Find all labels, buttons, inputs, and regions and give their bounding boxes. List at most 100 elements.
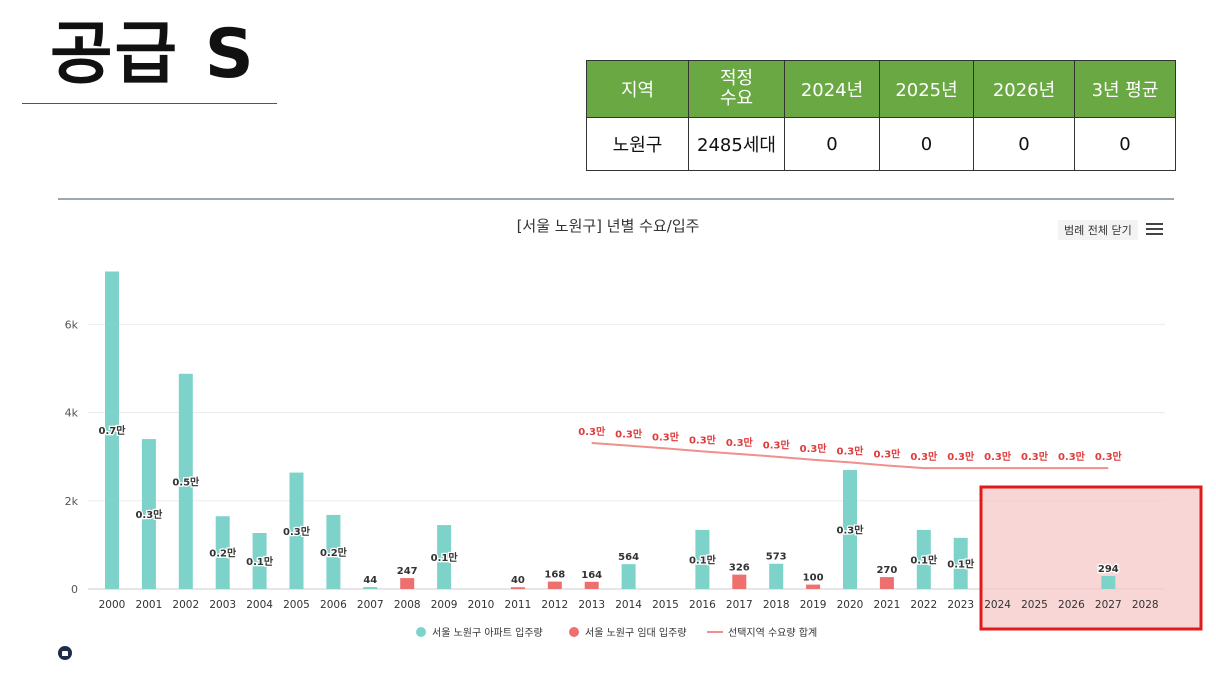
line-data-label: 0.3만: [763, 439, 791, 452]
x-tick-label: 2012: [541, 599, 568, 611]
header-2024: 2024년: [784, 60, 880, 118]
legend-toggle-button[interactable]: 범례 전체 닫기: [1058, 220, 1138, 240]
page-heading: 공급 S: [50, 15, 256, 94]
bar-data-label: 40: [511, 575, 525, 586]
chart-title: [서울 노원구] 년별 수요/입주: [516, 217, 700, 235]
x-tick-label: 2024: [984, 599, 1011, 611]
cell-2024: 0: [784, 117, 880, 171]
hamburger-menu-icon[interactable]: [1146, 223, 1163, 235]
supply-table: 지역 적정 수요 2024년 2025년 2026년 3년 평균 노원구 248…: [586, 60, 1176, 171]
bar-data-label: 168: [544, 570, 565, 581]
legend-marker-sale: [416, 627, 426, 637]
bar-data-label: 0.1만: [910, 553, 938, 566]
x-tick-label: 2017: [726, 599, 753, 611]
x-tick-label: 2019: [800, 599, 827, 611]
sale-bar: [141, 439, 156, 589]
header-demand: 적정 수요: [688, 60, 785, 118]
x-tick-label: 2006: [320, 599, 347, 611]
cell-3yr-avg: 0: [1074, 117, 1176, 171]
bar-data-label: 564: [618, 552, 639, 563]
x-tick-label: 2016: [689, 599, 716, 611]
x-tick-label: 2027: [1095, 599, 1122, 611]
line-data-label: 0.3만: [615, 428, 643, 441]
sale-bar: [843, 469, 857, 589]
cell-2025: 0: [879, 117, 974, 171]
home-icon[interactable]: [58, 646, 72, 660]
table-header-row: 지역 적정 수요 2024년 2025년 2026년 3년 평균: [586, 60, 1176, 118]
x-tick-label: 2004: [246, 599, 273, 611]
x-tick-label: 2009: [431, 599, 458, 611]
sale-bar: [363, 587, 378, 589]
line-data-label: 0.3만: [800, 442, 828, 455]
bar-data-label: 573: [766, 552, 787, 563]
sale-bar: [1101, 576, 1116, 589]
x-tick-label: 2022: [910, 599, 937, 611]
line-data-label: 0.3만: [873, 448, 901, 461]
rental-bar: [806, 584, 821, 589]
rental-bar: [879, 577, 894, 589]
line-data-label: 0.3만: [689, 433, 717, 446]
y-tick-label: 0: [71, 583, 78, 596]
line-data-label: 0.3만: [1058, 450, 1086, 463]
line-data-label: 0.3만: [910, 450, 938, 463]
x-tick-label: 2002: [172, 599, 199, 611]
bar-data-label: 0.5만: [172, 475, 200, 488]
line-data-label: 0.3만: [578, 425, 606, 438]
line-data-label: 0.3만: [652, 430, 680, 443]
line-data-label: 0.3만: [837, 444, 865, 457]
x-tick-label: 2008: [394, 599, 421, 611]
y-tick-label: 6k: [65, 318, 79, 331]
bar-data-label: 0.1만: [947, 557, 975, 570]
bar-data-label: 0.7만: [99, 424, 127, 437]
header-2025: 2025년: [879, 60, 974, 118]
sale-bar: [695, 529, 710, 589]
cell-demand: 2485세대: [688, 117, 785, 171]
bar-data-label: 0.1만: [246, 555, 274, 568]
rental-bar: [510, 587, 525, 589]
sale-bar: [769, 563, 784, 589]
sale-bar: [953, 537, 968, 589]
bar-data-label: 164: [581, 570, 602, 581]
line-data-label: 0.3만: [1095, 450, 1123, 463]
cell-2026: 0: [973, 117, 1075, 171]
legend-item-rental: 서울 노원구 임대 입주량: [585, 626, 687, 639]
bar-data-label: 294: [1098, 564, 1119, 575]
bar-data-label: 247: [397, 566, 418, 577]
x-tick-label: 2000: [99, 599, 126, 611]
bar-data-label: 0.1만: [689, 553, 717, 566]
sale-bar: [178, 373, 193, 589]
x-tick-label: 2025: [1021, 599, 1048, 611]
line-data-label: 0.3만: [1021, 450, 1049, 463]
rental-bar: [547, 581, 562, 589]
x-tick-label: 2015: [652, 599, 679, 611]
sale-bar: [252, 532, 267, 589]
bar-data-label: 0.1만: [431, 551, 459, 564]
x-tick-label: 2021: [874, 599, 901, 611]
y-tick-label: 2k: [65, 495, 79, 508]
bar-data-label: 0.2만: [320, 546, 348, 559]
bar-data-label: 0.3만: [283, 525, 311, 538]
rental-bar: [732, 574, 747, 589]
x-tick-label: 2010: [468, 599, 495, 611]
forecast-highlight-box: [979, 485, 1203, 631]
rental-bar: [400, 578, 415, 589]
x-tick-label: 2011: [505, 599, 532, 611]
y-tick-label: 4k: [65, 407, 79, 420]
x-tick-label: 2023: [947, 599, 974, 611]
rental-bar: [584, 581, 599, 589]
x-tick-label: 2003: [209, 599, 236, 611]
x-tick-label: 2007: [357, 599, 384, 611]
legend-marker-rental: [569, 627, 579, 637]
table-row: 노원구 2485세대 0 0 0 0: [586, 117, 1176, 171]
sale-bar: [289, 472, 304, 589]
line-data-label: 0.3만: [726, 436, 754, 449]
x-tick-label: 2018: [763, 599, 790, 611]
bar-data-label: 100: [803, 573, 824, 584]
legend-item-sale: 서울 노원구 아파트 입주량: [432, 626, 543, 639]
sale-bar: [215, 516, 230, 589]
header-region: 지역: [586, 60, 689, 118]
sale-bar: [437, 525, 452, 589]
sale-bar: [326, 514, 341, 589]
x-tick-label: 2005: [283, 599, 310, 611]
bar-data-label: 0.3만: [135, 508, 163, 521]
